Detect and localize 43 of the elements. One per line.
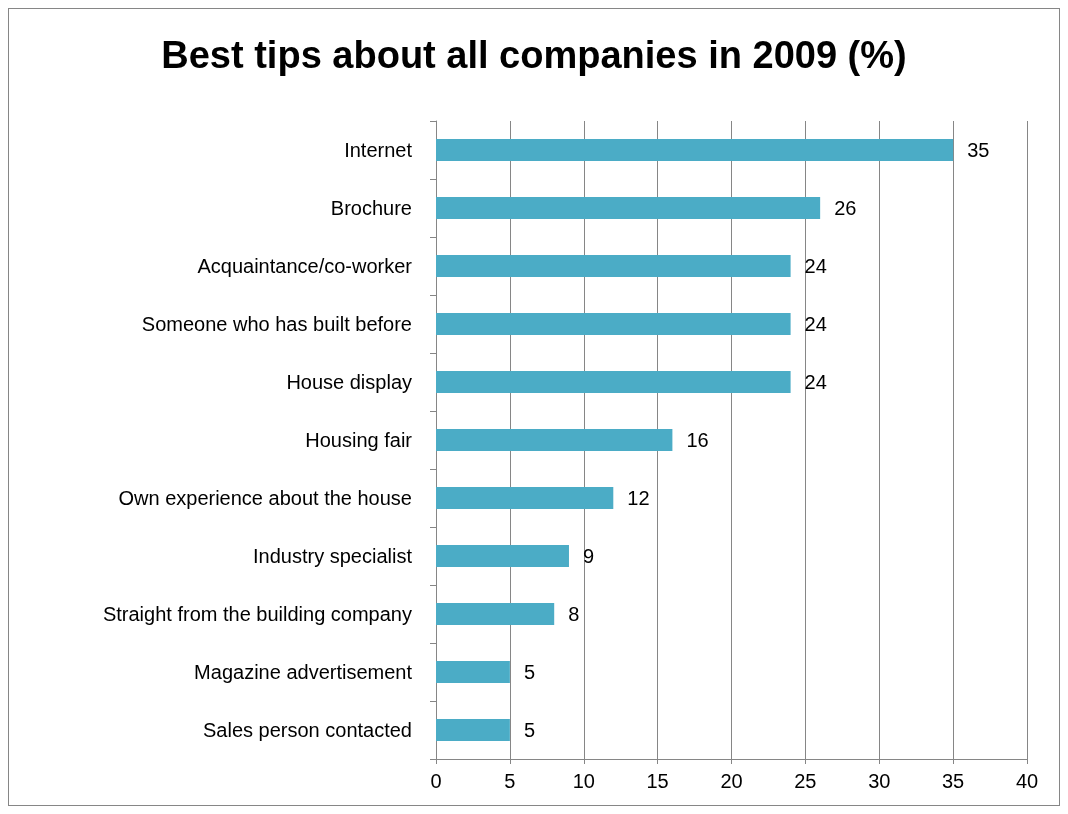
bar (436, 371, 791, 393)
x-tick-label: 10 (572, 770, 595, 792)
bar (436, 139, 954, 161)
y-tick-label: House display (286, 371, 412, 393)
data-label: 16 (686, 429, 709, 451)
x-tick-label: 5 (504, 770, 516, 792)
y-tick-label: Own experience about the house (118, 487, 412, 509)
x-tick-label: 25 (794, 770, 817, 792)
y-tick-label: Industry specialist (253, 545, 413, 567)
x-tick-label: 0 (430, 770, 442, 792)
y-tick-label: Someone who has built before (141, 313, 412, 335)
bar (436, 487, 614, 509)
data-label: 8 (568, 603, 580, 625)
bar (436, 429, 673, 451)
x-tick-label: 40 (1015, 770, 1039, 792)
y-tick-label: Sales person contacted (202, 719, 412, 741)
bar (436, 719, 510, 741)
bar (436, 603, 555, 625)
bar (436, 313, 791, 335)
y-tick-label: Magazine advertisement (194, 661, 413, 683)
bar (436, 545, 569, 567)
y-tick-label: Straight from the building company (102, 603, 412, 625)
data-label: 24 (804, 255, 827, 277)
y-tick-label: Acquaintance/co-worker (197, 255, 413, 277)
x-tick-label: 35 (942, 770, 965, 792)
data-label: 24 (804, 313, 827, 335)
y-tick-label: Brochure (330, 197, 412, 219)
chart-title: Best tips about all companies in 2009 (%) (161, 34, 907, 76)
data-label: 35 (967, 139, 990, 161)
data-label: 26 (834, 197, 857, 219)
y-tick-label: Housing fair (305, 429, 413, 451)
data-label: 5 (523, 661, 535, 683)
bar (436, 255, 791, 277)
y-tick-label: Internet (344, 139, 413, 161)
x-tick-label: 30 (868, 770, 891, 792)
x-tick-label: 20 (720, 770, 743, 792)
data-label: 24 (804, 371, 827, 393)
data-label: 5 (523, 719, 535, 741)
x-tick-label: 15 (646, 770, 669, 792)
data-label: 9 (582, 545, 595, 567)
bar (436, 197, 821, 219)
data-label: 12 (627, 487, 650, 509)
bar (436, 661, 510, 683)
